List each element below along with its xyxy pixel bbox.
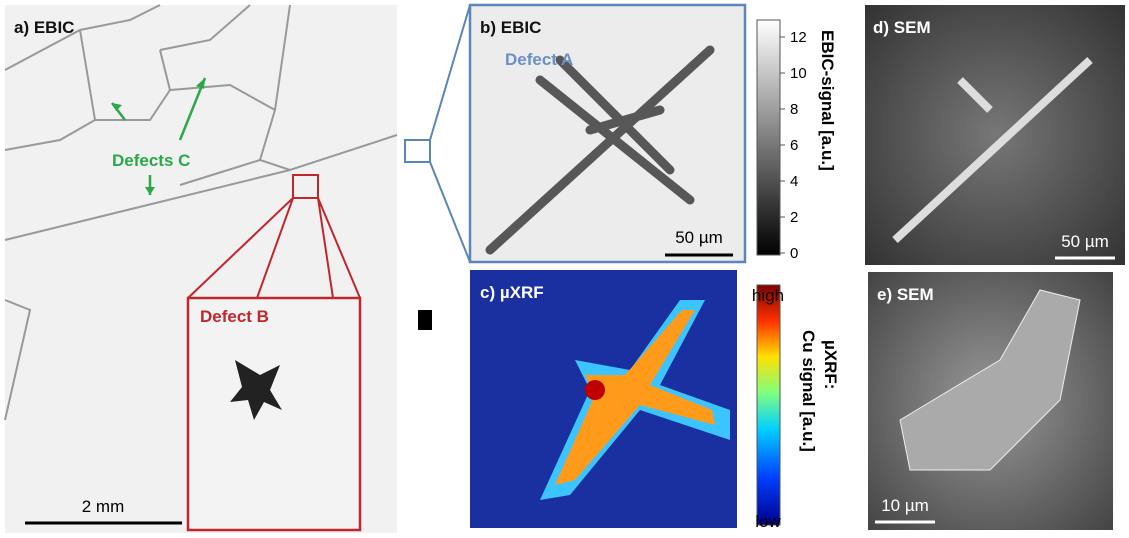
colorbar [757,285,780,525]
zoom-box [405,140,430,162]
label: Defect B [200,307,269,326]
tick-label: 10 [790,65,807,82]
tick-label: 8 [790,101,798,118]
panel-b: b) EBIC Defect A 50 µm 0 2 4 6 8 10 12 EBIC-si… [405,5,837,262]
scale-label: 2 mm [82,497,125,516]
label: Defects C [112,151,190,170]
tick-label: 6 [790,137,798,154]
zoom-lines [430,5,470,262]
panel-e: e) SEM 10 µm [868,272,1113,530]
panel-title: e) SEM [877,285,934,304]
scale-label: 50 µm [675,228,723,247]
colorbar-ticks: 0 2 4 6 8 10 12 [780,29,807,262]
tick-label: 0 [790,245,798,262]
panel-title: d) SEM [873,18,931,37]
xrf-peak [585,380,605,400]
tick-label: 4 [790,173,798,190]
colorbar-label: high [752,286,784,305]
zoom-panel [188,298,360,530]
tick-label: 12 [790,29,807,46]
panel-title: a) EBIC [14,18,74,37]
panel-title: b) EBIC [480,18,541,37]
colorbar-label: Cu signal [a.u.] [799,330,818,452]
panel-c: c) µXRF high low µXRF: Cu signal [a.u.] [470,270,840,531]
dark-spot [418,310,432,330]
colorbar-label: EBIC-signal [a.u.] [818,30,837,171]
scale-label: 50 µm [1061,232,1109,251]
panel-d: d) SEM 50 µm [865,5,1125,265]
colorbar [757,20,780,255]
colorbar-label: µXRF: [821,340,840,389]
sem-image [865,5,1125,265]
page: a) EBIC Defects C Defect B 2 mm b) EBIC … [0,0,1129,538]
tick-label: 2 [790,209,798,226]
panel-a: a) EBIC Defects C Defect B 2 mm [5,5,432,533]
scale-label: 10 µm [881,496,929,515]
figure: a) EBIC Defects C Defect B 2 mm b) EBIC … [0,0,1129,533]
colorbar-label: low [755,512,781,531]
label: Defect A [505,50,573,69]
panel-title: c) µXRF [480,283,544,302]
